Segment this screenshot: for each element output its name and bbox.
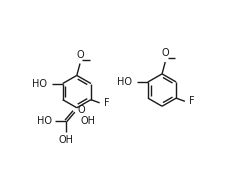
Text: OH: OH [58, 135, 73, 145]
Text: HO: HO [117, 77, 132, 87]
Text: O: O [77, 105, 84, 115]
Text: HO: HO [32, 79, 47, 89]
Text: HO: HO [37, 116, 52, 126]
Text: O: O [76, 50, 83, 60]
Text: F: F [188, 96, 194, 106]
Text: OH: OH [80, 116, 95, 126]
Text: O: O [161, 48, 168, 58]
Text: F: F [103, 98, 109, 108]
